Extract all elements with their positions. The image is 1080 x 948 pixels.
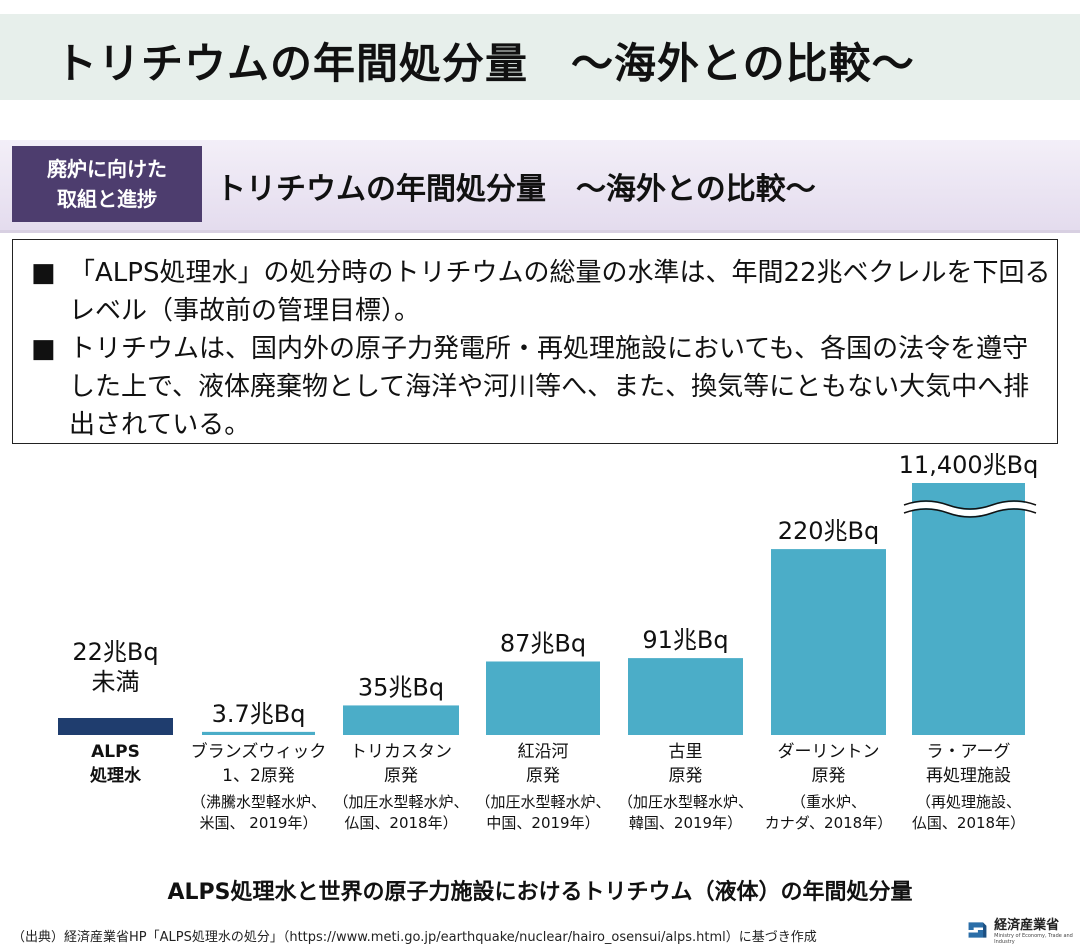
source-note: （出典）経済産業省HP「ALPS処理水の処分」（https://www.meti… [12,930,817,945]
category-label: ダーリントン [778,742,880,762]
category-note: （重水炉、 [791,793,866,811]
logo-subtext: Ministry of Economy, Trade and Industry [994,933,1073,945]
category-label: 原発 [812,766,846,786]
value-label: 3.7兆Bq [212,700,306,728]
category-note: （再処理施設、 [916,793,1021,811]
category-label: トリカスタン [350,742,452,762]
page-title: トリチウムの年間処分量 ～海外との比較～ [55,39,915,88]
value-label: 11,400兆Bq [899,451,1039,479]
category-note: 仏国、2018年） [344,814,457,832]
category-note: カナダ、2018年） [765,814,892,832]
bar [912,483,1025,735]
bullet-text: 「ALPS処理水」の処分時のトリチウムの総量の水準は、年間22兆ベクレルを下回る… [69,258,1051,326]
category-note: （加圧水型軽水炉、 [333,793,468,811]
title-band [0,14,1080,100]
value-label: 220兆Bq [778,517,880,545]
category-label: 1、2原発 [222,766,295,786]
bar [202,731,315,735]
chart-caption: ALPS処理水と世界の原子力施設におけるトリチウム（液体）の年間処分量 [167,880,913,905]
section-title: トリチウムの年間処分量 ～海外との比較～ [216,172,816,207]
bar [628,658,743,735]
axis-break-mark [902,502,1038,516]
category-label: 再処理施設 [926,766,1011,786]
value-label: 87兆Bq [500,629,586,657]
category-label: ブランズウィック [191,741,327,762]
category-label: ALPS [91,742,140,762]
badge-line-2: 取組と進捗 [57,187,157,211]
axis-break-line [903,500,1037,518]
category-label: 古里 [669,742,703,762]
meti-logo-icon [968,921,987,938]
bullet-text: トリチウムは、国内外の原子力発電所・再処理施設においても、各国の法令を遵守した上… [69,334,1030,440]
category-label: 原発 [384,766,418,786]
category-note: 韓国、2019年） [629,814,742,832]
bar [343,705,459,735]
logo-text: 経済産業省 [994,918,1060,933]
category-label: 原発 [526,766,560,786]
bullet-square-icon: ■ [31,334,56,364]
category-note: （加圧水型軽水炉、 [618,793,753,811]
category-note: （沸騰水型軽水炉、 [191,793,326,811]
badge-line-1: 廃炉に向けた [47,157,167,181]
value-label: 22兆Bq [72,638,158,666]
value-label: 未満 [92,668,140,696]
category-label: ラ・アーグ [927,742,1011,762]
category-note: 米国、 2019年） [200,814,318,832]
bar [771,549,886,735]
bullet-square-icon: ■ [31,258,56,288]
meti-logo: 経済産業省 Ministry of Economy, Trade and Ind… [966,914,1080,945]
category-label: 原発 [669,766,703,786]
category-note: （加圧水型軽水炉、 [475,793,610,811]
summary-box: ■ 「ALPS処理水」の処分時のトリチウムの総量の水準は、年間22兆ベクレルを下… [12,239,1058,444]
bullet-item: ■ 「ALPS処理水」の処分時のトリチウムの総量の水準は、年間22兆ベクレルを下… [31,254,1051,330]
bar [486,661,600,735]
value-label: 35兆Bq [358,673,444,701]
value-label: 91兆Bq [642,626,728,654]
bullet-item: ■ トリチウムは、国内外の原子力発電所・再処理施設においても、各国の法令を遵守し… [31,330,1051,444]
section-badge: 廃炉に向けた 取組と進捗 [12,146,202,222]
category-label: 紅沿河 [518,742,569,762]
category-note: 中国、2019年） [486,814,599,832]
bar [58,718,173,735]
category-note: 仏国、2018年） [912,814,1025,832]
category-label: 処理水 [89,765,142,786]
